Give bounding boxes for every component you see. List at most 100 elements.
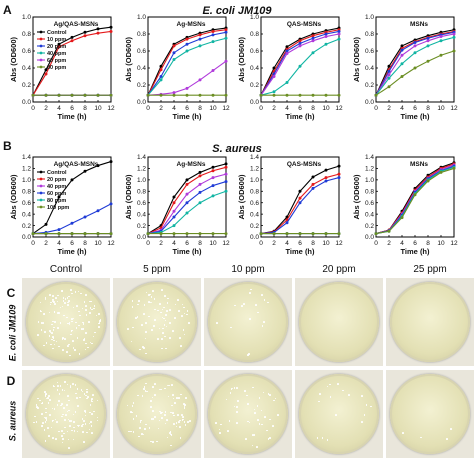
data-point <box>44 68 48 72</box>
x-tick-label: 10 <box>94 105 102 112</box>
colony-dot <box>156 440 158 443</box>
colony-dot <box>169 309 171 311</box>
data-point <box>57 45 61 49</box>
colony-dot <box>154 383 157 385</box>
colony-dot <box>50 332 53 334</box>
colony-dot <box>77 290 80 293</box>
panel-letter-c: C <box>6 286 16 300</box>
colony-dot <box>59 306 62 309</box>
colony-dot <box>174 317 176 319</box>
colony-dot <box>89 404 92 406</box>
colony-dot <box>154 308 157 311</box>
colony-dot <box>72 317 75 320</box>
colony-dot <box>246 394 249 397</box>
colony-dot <box>89 300 92 303</box>
colony-dot <box>99 318 102 321</box>
row-label-ecoli-text: E. coli JM109 <box>7 304 17 362</box>
chart-title: Ag-MSNs <box>177 161 206 168</box>
data-point <box>400 216 404 220</box>
y-tick-label: 1.0 <box>22 177 31 184</box>
plot-frame <box>375 16 455 103</box>
colony-dot <box>161 316 164 319</box>
colony-dot <box>81 390 84 393</box>
colony-dot <box>85 305 87 308</box>
plot-frame <box>32 16 112 103</box>
colony-dot <box>161 347 163 350</box>
data-point <box>109 25 113 29</box>
colony-dot <box>168 384 170 387</box>
y-axis-label: Abs (OD600) <box>9 36 18 82</box>
x-tick-label: 8 <box>311 240 315 247</box>
chart-b-4: 0 2 4 6 8 10 12 0.0 0.2 0.4 0.6 0.8 1.0 1.2 1.4 Time (h… <box>352 154 458 256</box>
colony-dot <box>172 330 174 332</box>
colony-dot <box>73 430 76 432</box>
data-point <box>96 27 100 31</box>
data-point <box>198 170 202 174</box>
colony-dot <box>253 434 256 436</box>
organism-title-a: E. coli JM109 <box>202 5 272 17</box>
agar-plate <box>295 370 383 458</box>
data-point <box>198 93 202 97</box>
x-tick-label: 10 <box>322 105 330 112</box>
colony-dot <box>62 413 64 416</box>
y-tick-label: 1.4 <box>365 154 374 161</box>
colony-dot <box>85 394 87 397</box>
colony-dot <box>166 310 168 313</box>
colony-dot <box>150 406 152 408</box>
colony-dot <box>96 416 99 419</box>
colony-dot <box>71 329 73 332</box>
colony-dot <box>145 322 147 324</box>
chart-b-3: 0 2 4 6 8 10 12 0.0 0.2 0.4 0.6 0.8 1.0 1.2 1.4 Time (h… <box>237 154 343 256</box>
agar-plate <box>295 278 383 366</box>
colony-dot <box>67 295 70 298</box>
y-tick-label: 1.0 <box>137 14 146 21</box>
x-axis-label: Time (h) <box>172 112 202 121</box>
colony-dot <box>66 296 69 299</box>
colony-dot <box>40 328 43 331</box>
data-point <box>439 170 443 174</box>
colony-dot <box>337 383 339 385</box>
colony-dot <box>252 386 254 389</box>
colony-dot <box>89 411 91 414</box>
colony-dot <box>228 420 231 422</box>
colony-dot <box>44 331 46 333</box>
colony-dot <box>183 312 186 315</box>
colony-dot <box>76 387 79 390</box>
y-axis-label: Abs (OD600) <box>9 174 18 220</box>
x-tick-label: 10 <box>209 240 217 247</box>
colony-dot <box>72 306 75 309</box>
colony-dot <box>63 381 66 383</box>
y-tick-label: 0.8 <box>250 31 259 38</box>
data-point <box>44 72 48 76</box>
colony-dot <box>64 302 66 304</box>
x-tick-label: 10 <box>322 240 330 247</box>
colony-dot <box>44 298 47 301</box>
y-tick-label: 1.2 <box>137 166 146 173</box>
y-tick-label: 0.2 <box>365 223 374 230</box>
y-axis-label: Abs (OD600) <box>237 174 246 220</box>
colony-dot <box>258 423 261 425</box>
data-point <box>70 39 74 43</box>
colony-dot <box>162 327 165 330</box>
petri-dish <box>26 374 106 454</box>
colony-dot <box>264 416 266 418</box>
colony-dot <box>45 342 48 344</box>
colony-dot <box>185 397 187 400</box>
data-point <box>324 35 328 39</box>
colony-dot <box>79 396 81 399</box>
colony-dot <box>156 338 159 340</box>
chart-b-1: 0 2 4 6 8 10 12 0.0 0.2 0.4 0.6 0.8 1.0 1.2 1.4 Time (h… <box>9 154 115 256</box>
legend-label: 80 ppm <box>47 65 66 71</box>
colony-dot <box>140 419 142 422</box>
plate-header-25ppm: 25 ppm <box>413 264 447 275</box>
colony-dot <box>267 301 269 304</box>
colony-dot <box>250 288 252 291</box>
petri-dish <box>299 282 379 362</box>
x-tick-label: 0 <box>374 240 378 247</box>
colony-dot <box>161 288 163 291</box>
colony-dot <box>89 306 92 309</box>
x-tick-label: 6 <box>413 105 417 112</box>
x-axis-label: Time (h) <box>285 247 315 256</box>
colony-dot <box>402 431 404 434</box>
colony-dot <box>189 420 191 423</box>
